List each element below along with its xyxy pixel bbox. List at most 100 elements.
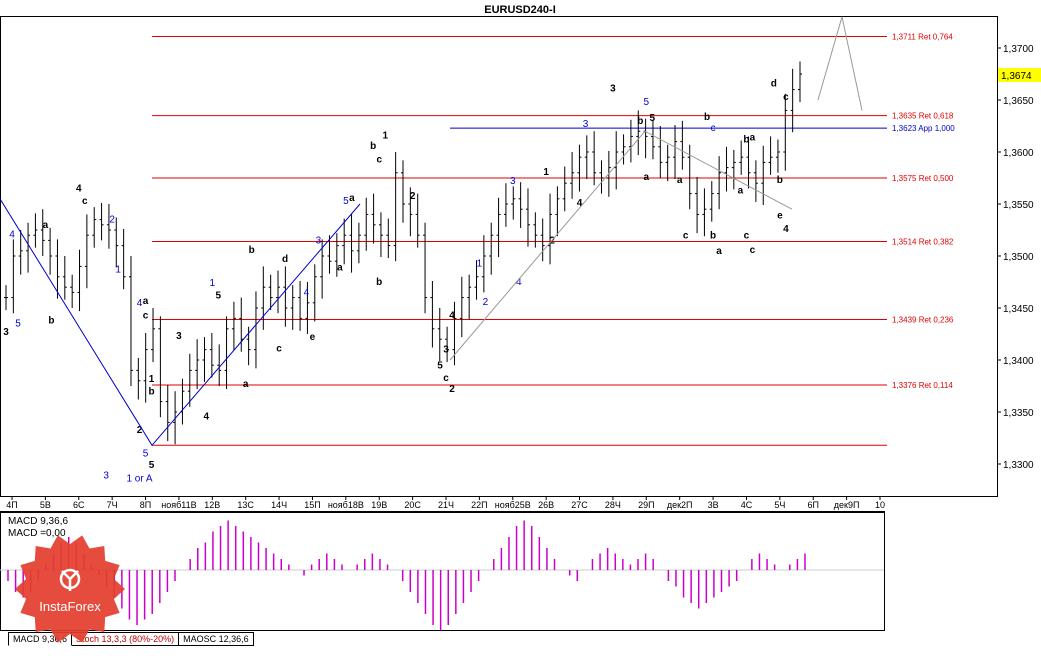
y-tick-label: 1,3600 (1003, 148, 1034, 159)
x-tick-label: 6П (807, 500, 818, 510)
chart-title: EURUSD240-I (484, 4, 556, 16)
wave-label: 1 (115, 265, 121, 276)
current-price-box (998, 68, 1041, 83)
tab-maosc[interactable]: MAOSC 12,36,6 (179, 632, 254, 646)
wave-label: 4 (204, 411, 210, 422)
wave-label: c (744, 230, 750, 241)
wave-label: 5 (437, 360, 443, 371)
wave-label: 5 (216, 291, 222, 302)
projection-line (817, 16, 863, 111)
wave-label: c (376, 154, 382, 165)
wave-label: 4 (577, 198, 583, 209)
level-label: 1,3711 Ret 0,764 (892, 33, 953, 42)
wave-label: 2 (549, 236, 555, 247)
x-tick-label: 15П (304, 500, 320, 510)
wave-label: a (143, 296, 149, 307)
y-tick-label: 1,3500 (1003, 252, 1034, 263)
x-tick-label: нояб25В (495, 500, 531, 510)
wave-label: 3 (583, 119, 589, 130)
wave-label: e (777, 211, 783, 222)
trend-line (449, 130, 793, 361)
wave-label: 4 (449, 310, 455, 321)
wave-label: b (777, 175, 783, 186)
wave-label: a (337, 263, 343, 274)
x-tick-label: 21Ч (438, 500, 454, 510)
x-tick-label: 4П (6, 500, 17, 510)
macd-label: MACD 9,36,6 (8, 516, 68, 527)
y-tick-label: 1,3700 (1003, 44, 1034, 55)
wave-label: 4 (76, 184, 82, 195)
wave-label: b (704, 112, 710, 123)
y-tick-label: 1,3400 (1003, 356, 1034, 367)
level-label: 1,3439 Ret 0,236 (892, 315, 954, 324)
x-tick-label: 7Ч (107, 500, 118, 510)
wave-label: c (783, 92, 789, 103)
level-label: 1,3635 Ret 0,618 (892, 112, 954, 121)
indicator-tabs: MACD 9,36,6 Stoch 13,3,3 (80%-20%) MAOSC… (8, 632, 254, 646)
wave-label: a (716, 246, 722, 257)
wave-label: 1 (477, 258, 483, 269)
wave-label: 4 (304, 288, 310, 299)
x-tick-label: нояб18В (328, 500, 364, 510)
wave-label: d (771, 78, 777, 89)
wave-label: c (143, 310, 149, 321)
wave-label: 4 (783, 224, 789, 235)
wave-label: d (282, 254, 288, 265)
wave-label: 5 (143, 449, 149, 460)
wave-label: a (738, 186, 744, 197)
wave-label: 4 (137, 298, 143, 309)
wave-label: c (711, 123, 716, 134)
x-tick-label: 4С (741, 500, 753, 510)
wave-label: 3 (443, 345, 449, 356)
current-price-label: 1,3674 (1001, 71, 1032, 82)
x-tick-label: 5Ч (774, 500, 785, 510)
level-label: 1,3575 Ret 0,500 (892, 174, 954, 183)
wave-label: c (443, 373, 449, 384)
x-tick-label: 20С (404, 500, 421, 510)
wave-label: a (677, 175, 683, 186)
level-label: 1,3514 Ret 0,382 (892, 237, 954, 246)
wave-label: a (750, 133, 756, 144)
wave-label: 2 (483, 297, 489, 308)
wave-label: 1 (149, 374, 155, 385)
wave-label: c (276, 344, 282, 355)
x-tick-label: 3В (708, 500, 719, 510)
x-tick-label: 22П (471, 500, 487, 510)
wave-label: c (750, 245, 756, 256)
wave-label: a (243, 379, 249, 390)
wave-label: 2 (410, 191, 416, 202)
instaforex-logo: InstaForex (10, 535, 130, 647)
y-tick-label: 1,3300 (1003, 460, 1034, 471)
logo-text: InstaForex (39, 599, 101, 614)
wave-label: b (743, 135, 749, 146)
wave-label: b (710, 230, 716, 241)
wave-label: c (82, 196, 88, 207)
wave-label: 5 (644, 97, 650, 108)
logo-badge-icon: InstaForex (15, 535, 125, 643)
wave-label: b (249, 245, 255, 256)
wave-label: b (370, 141, 376, 152)
wave-label: 1 (543, 167, 549, 178)
wave-label: b (637, 116, 643, 127)
wave-label: 1 (382, 130, 388, 141)
wave-label: a (43, 220, 49, 231)
wave-label: 5 (15, 319, 21, 330)
y-tick-label: 1,3450 (1003, 304, 1034, 315)
x-tick-label: 5В (40, 500, 51, 510)
x-tick-label: 29П (638, 500, 654, 510)
x-tick-label: 12В (204, 500, 220, 510)
wave-label: b (376, 277, 382, 288)
wave-label: a (644, 172, 650, 183)
x-tick-label: 8П (140, 500, 151, 510)
wave-label: 5 (343, 196, 349, 207)
tab-stoch[interactable]: Stoch 13,3,3 (80%-20%) (72, 632, 180, 646)
macd-pane-frame (0, 512, 885, 631)
x-tick-label: дек9П (834, 500, 860, 510)
wave-label: 3 (103, 471, 109, 482)
wave-label: c (683, 230, 689, 241)
wave-label: a (349, 193, 355, 204)
macd-value-label: MACD =0,00 (8, 528, 66, 539)
x-tick-label: дек2П (667, 500, 693, 510)
